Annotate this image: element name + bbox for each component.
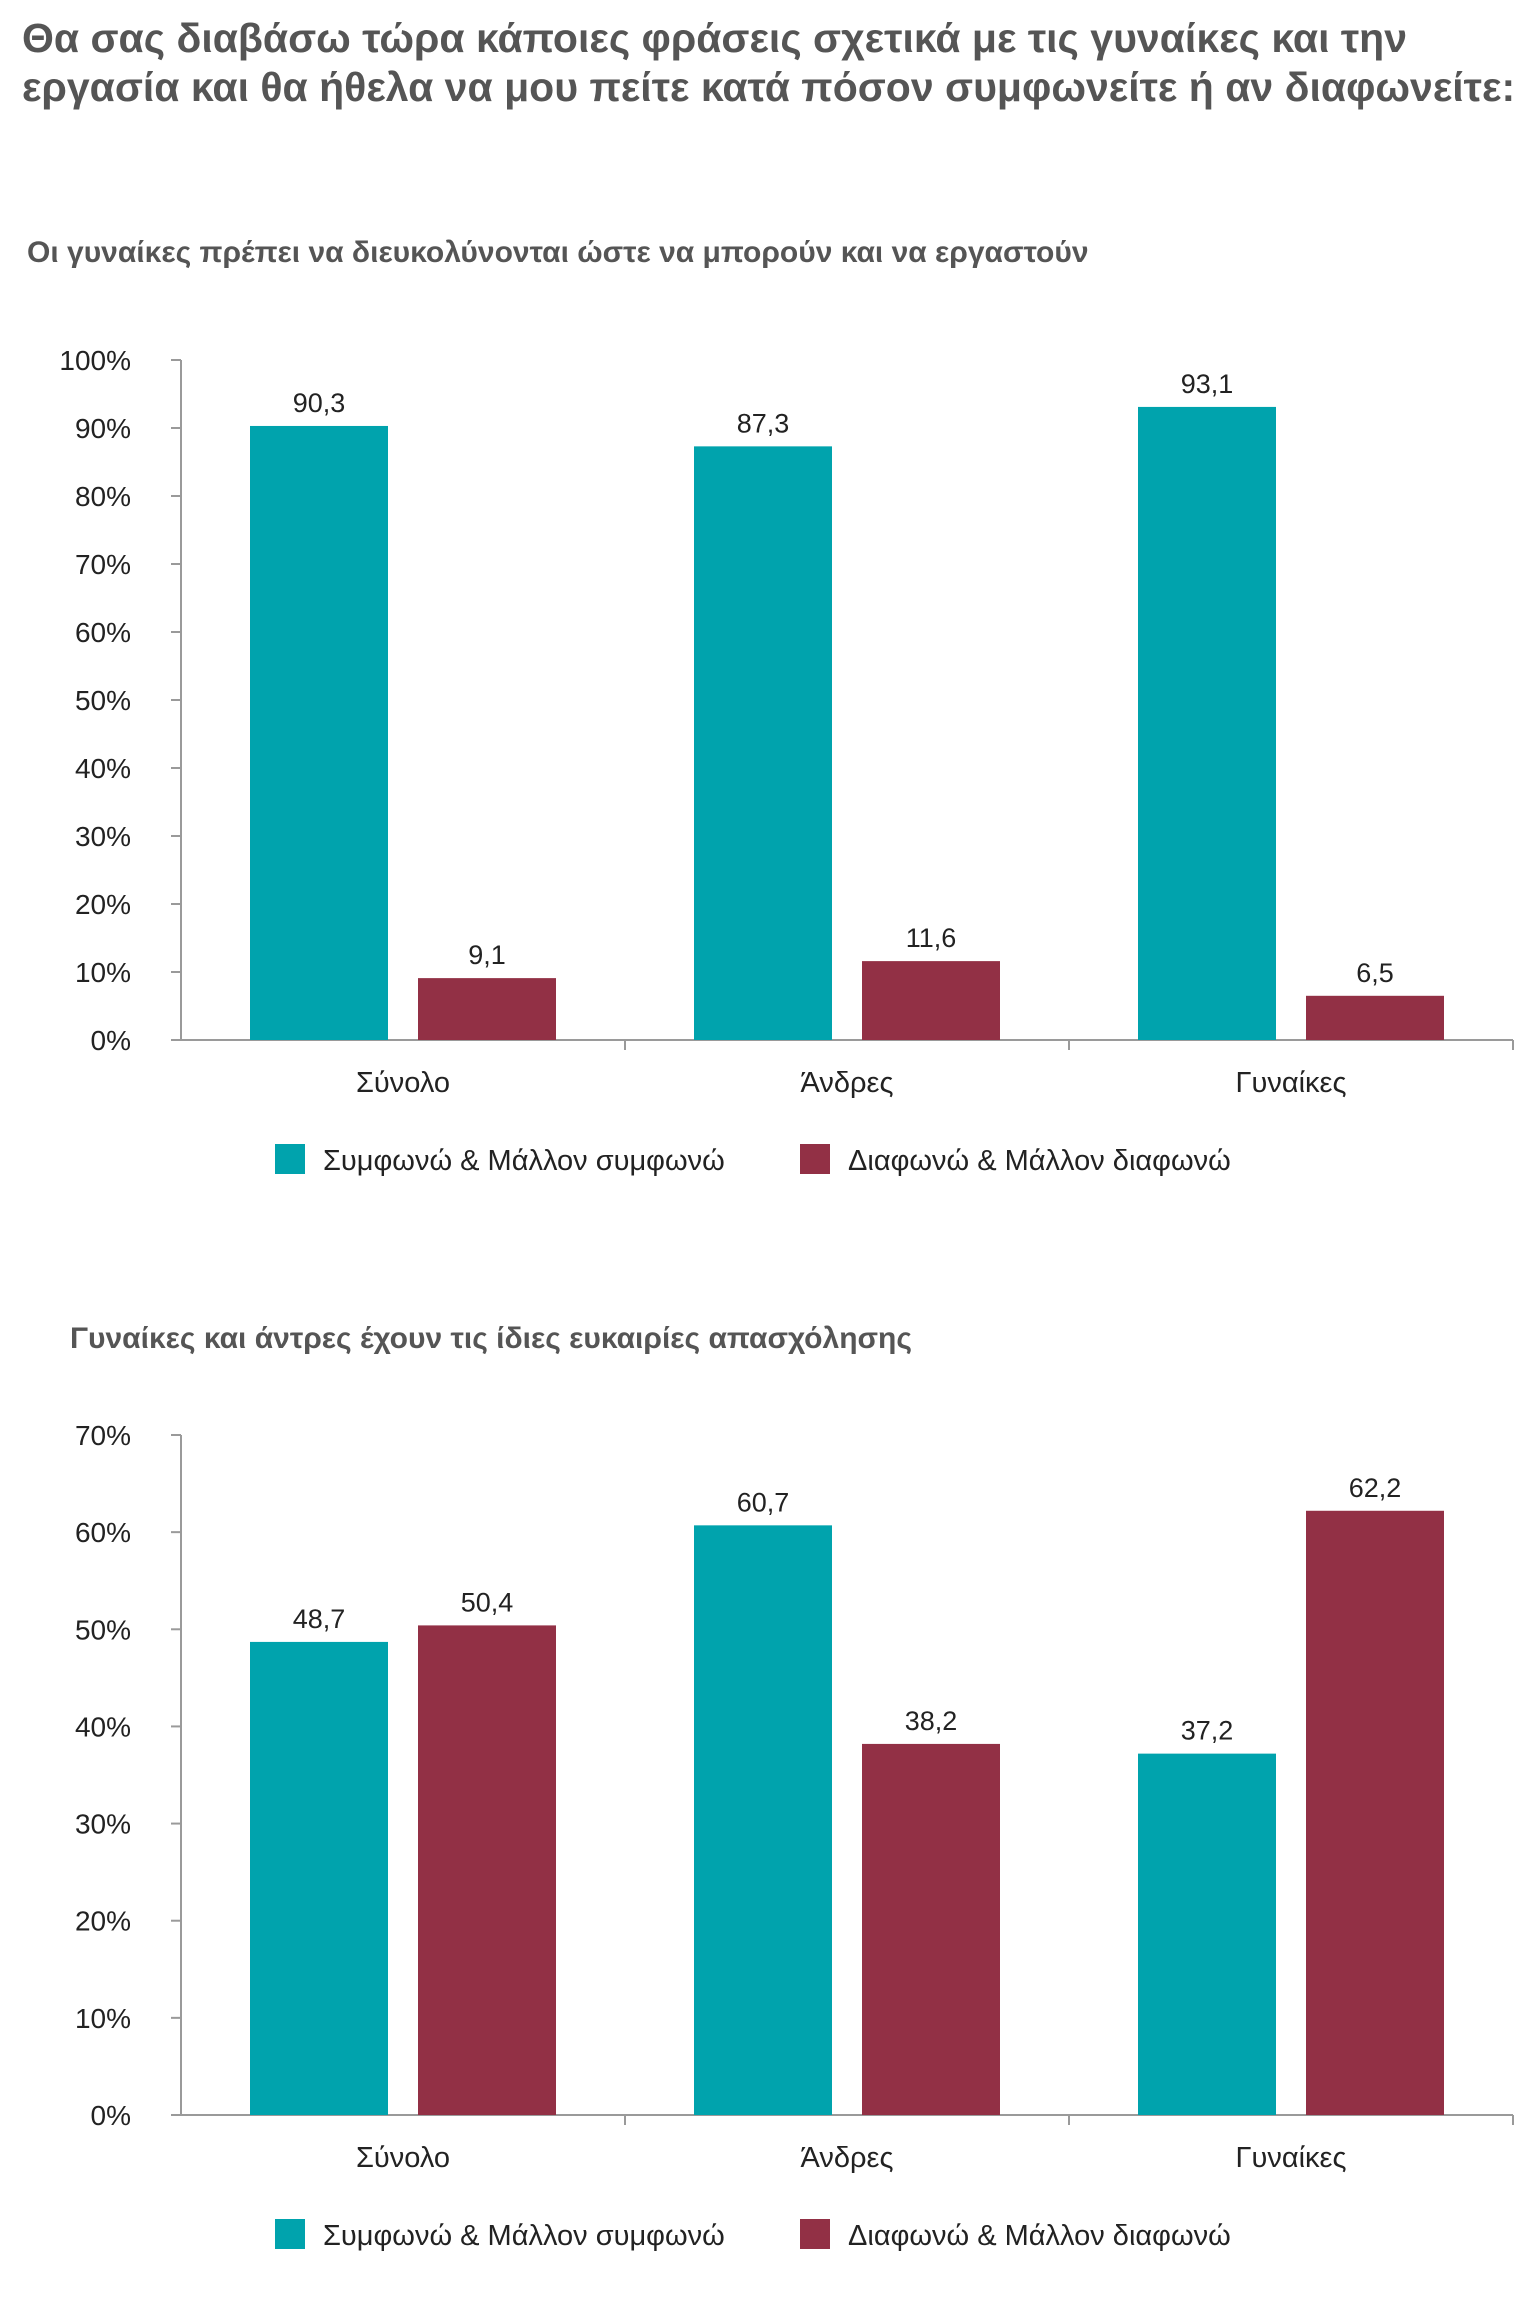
data-label: 87,3 [737,408,790,438]
agree-bar [1138,406,1276,1040]
agree-bar [694,446,832,1040]
disagree-bar [862,961,1000,1040]
data-label: 6,5 [1356,958,1394,988]
y-tick-label: 10% [75,2003,131,2034]
legend-swatch-agree [275,1144,305,1174]
disagree-bar [1306,995,1444,1040]
data-label: 11,6 [906,923,957,953]
y-tick-label: 40% [75,1711,131,1742]
y-tick-label: 70% [75,1420,131,1451]
agree-bar [1138,1753,1276,2115]
legend-swatch-disagree [800,1144,830,1174]
legend-swatch-disagree [800,2219,830,2249]
agree-bar [694,1525,832,2115]
y-tick-label: 80% [75,481,131,512]
y-tick-label: 20% [75,889,131,920]
x-category-label: Άνδρες [801,1067,894,1099]
y-tick-label: 20% [75,1906,131,1937]
x-category-label: Σύνολο [356,2142,450,2174]
data-label: 9,1 [468,940,506,970]
data-label: 38,2 [905,1706,958,1736]
legend-swatch-agree [275,2219,305,2249]
chart-1-title: Οι γυναίκες πρέπει να διευκολύνονται ώστ… [27,236,1089,269]
disagree-bar [418,978,556,1040]
agree-bar [250,425,388,1041]
x-category-label: Άνδρες [801,2142,894,2174]
x-category-label: Γυναίκες [1236,1067,1347,1099]
disagree-bar [1306,1510,1444,2115]
data-label: 90,3 [293,388,346,418]
y-tick-label: 50% [75,1614,131,1645]
y-tick-label: 60% [75,617,131,648]
y-tick-label: 70% [75,549,131,580]
chart-1: 0% 10% 20% 30% 40% 50% 60% 70% 80% 90% 100% 90,3 9,1… [59,345,1514,1177]
data-label: 48,7 [293,1604,346,1634]
disagree-bar [862,1743,1000,2115]
y-tick-label: 50% [75,685,131,716]
x-category-label: Σύνολο [356,1067,450,1099]
y-tick-label: 10% [75,957,131,988]
data-label: 93,1 [1181,369,1234,399]
x-category-label: Γυναίκες [1236,2142,1347,2174]
data-label: 37,2 [1181,1716,1234,1746]
page-title: Θα σας διαβάσω τώρα κάποιες φράσεις σχετ… [22,15,1516,110]
data-label: 50,4 [461,1587,514,1617]
chart-2-title: Γυναίκες και άντρες έχουν τις ίδιες ευκα… [70,1322,912,1355]
y-tick-label: 30% [75,821,131,852]
disagree-bar [418,1625,556,2115]
legend-label: Διαφωνώ & Μάλλον διαφωνώ [848,2220,1231,2252]
y-tick-label: 90% [75,413,131,444]
legend-label: Διαφωνώ & Μάλλον διαφωνώ [848,1145,1231,1177]
y-tick-label: 40% [75,753,131,784]
chart-2: 0% 10% 20% 30% 40% 50% 60% 70% 48,7 50,4 Σύνολο 60,… [75,1420,1514,2252]
y-tick-label: 0% [91,2100,131,2131]
data-label: 62,2 [1349,1473,1402,1503]
y-tick-label: 0% [91,1025,131,1056]
y-tick-label: 60% [75,1517,131,1548]
legend-label: Συμφωνώ & Μάλλον συμφωνώ [323,1145,725,1177]
y-tick-label: 100% [59,345,131,376]
legend-label: Συμφωνώ & Μάλλον συμφωνώ [323,2220,725,2252]
agree-bar [250,1641,388,2115]
data-label: 60,7 [737,1487,790,1517]
y-tick-label: 30% [75,1809,131,1840]
